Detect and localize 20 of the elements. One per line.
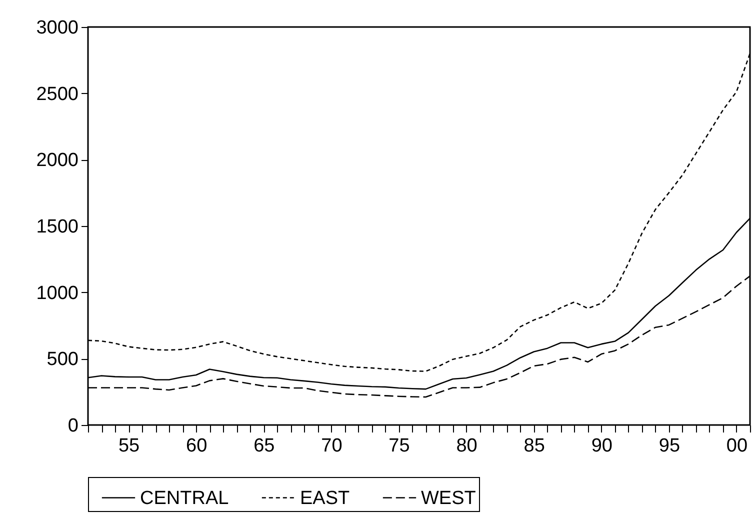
legend-label: EAST (300, 488, 350, 509)
x-tick-label: 60 (186, 436, 208, 456)
y-tick-label: 500 (46, 349, 78, 370)
legend-label: CENTRAL (140, 488, 229, 509)
y-tick-label: 0 (68, 416, 78, 436)
x-tick-label: 75 (388, 436, 410, 456)
x-tick-label: 80 (456, 436, 478, 456)
y-tick-label: 2500 (36, 84, 78, 105)
x-tick-label: 90 (591, 436, 612, 456)
legend-label: WEST (421, 488, 476, 509)
x-tick-label: 85 (524, 436, 545, 456)
x-tick-label: 65 (254, 436, 275, 456)
x-tick-label: 95 (658, 436, 680, 456)
x-tick-label: 00 (726, 436, 748, 456)
x-tick-label: 55 (118, 436, 140, 456)
y-tick-label: 2000 (36, 150, 78, 172)
y-tick-label: 3000 (36, 18, 78, 38)
y-tick-label: 1500 (36, 216, 78, 238)
x-tick-label: 70 (321, 436, 342, 456)
y-tick-label: 1000 (36, 282, 78, 304)
